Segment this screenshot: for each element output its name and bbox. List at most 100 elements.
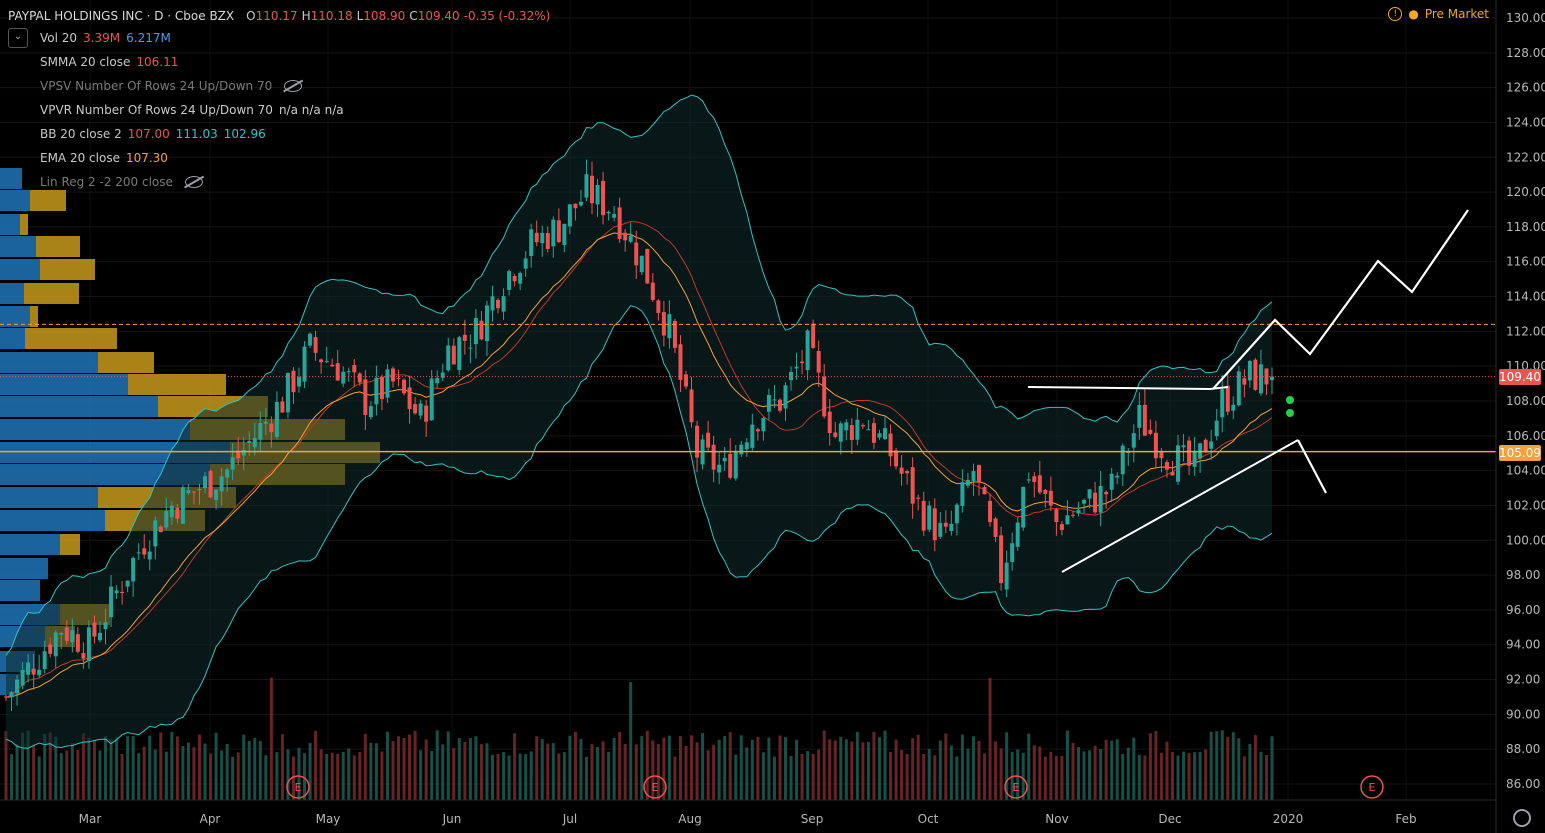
volume-bar [209,753,213,800]
volume-bar [712,744,716,800]
premarket-indicator[interactable]: ! ● Pre Market [1388,7,1489,21]
candle-body [1253,359,1258,390]
volume-bar [739,735,743,800]
volume-bar [10,754,14,800]
volume-bar [402,737,406,800]
candle-body [385,369,390,398]
vpvr-up-bar [0,580,40,601]
volume-bar [1215,731,1219,800]
signal-dot [1286,396,1294,404]
volume-bar [761,752,765,800]
candle-body [285,372,290,413]
hidden-eye-icon[interactable] [284,80,303,92]
volume-bar [795,739,799,800]
price-axis-label: 104.00 [1506,464,1545,478]
volume-bar [855,732,859,800]
candle-body [263,421,268,424]
candle-body [75,634,80,652]
volume-bar [203,743,207,800]
price-axis-label: 90.00 [1506,707,1540,721]
volume-bar [938,740,942,800]
indicator-row[interactable]: VPSV Number Of Rows 24 Up/Down 70 [8,74,554,98]
volume-bar [1270,736,1274,800]
candle-body [1021,486,1026,528]
volume-bar [369,742,373,800]
dot-icon: ● [1408,7,1419,21]
time-axis-label: Aug [678,812,701,826]
candle-body [805,330,810,371]
candle-body [1203,439,1208,453]
indicator-row[interactable]: Lin Reg 2 -2 200 close [8,170,554,194]
vpvr-down-bar [24,283,79,304]
candle-body [136,552,141,554]
indicator-row[interactable]: BB 20 close 2 107.00 111.03 102.96 [8,122,554,146]
candle-body [357,373,362,383]
volume-bar [817,749,821,800]
volume-bar [435,730,439,800]
level-price-tag: 105.09 [1499,445,1541,461]
volume-bar [1143,755,1147,800]
volume-bar [828,739,832,800]
candle-body [1093,492,1098,513]
candle-body [888,433,893,457]
indicator-name: BB 20 close 2 [40,127,122,141]
candle-body [899,467,904,474]
candle-body [816,350,821,373]
volume-bar [800,753,804,800]
indicator-value: 102.96 [223,127,266,141]
volume-bar [264,755,268,800]
volume-bar [1137,754,1141,800]
candle-body [794,366,799,369]
indicator-row[interactable]: ⌄ Vol 20 3.39M 6.217M [8,26,554,50]
candle-body [15,679,20,694]
candle-body [755,429,760,432]
candle-body [1153,432,1158,459]
candle-body [988,500,993,523]
candle-body [446,345,451,371]
gear-icon[interactable] [1513,809,1531,827]
volume-bar [568,735,572,800]
indicator-name: Lin Reg 2 -2 200 close [40,175,173,189]
volume-bar [678,736,682,800]
candle-body [667,314,672,339]
candle-body [733,450,738,479]
volume-bar [1060,756,1064,800]
volume-bar [186,742,190,800]
candle-body [971,471,976,482]
candlesticks [4,159,1274,712]
candle-body [512,276,517,282]
candle-body [578,201,583,206]
collapse-icon[interactable]: ⌄ [8,28,28,48]
indicator-row[interactable]: SMMA 20 close 106.11 [8,50,554,74]
volume-bar [1104,739,1108,800]
candle-body [37,669,42,676]
indicator-name: SMMA 20 close [40,55,131,69]
volume-bar [197,734,201,800]
candle-body [706,432,711,448]
ohlc-l: L108.90 [356,9,406,23]
candle-body [164,510,169,528]
price-axis-label: 130.00 [1506,11,1545,25]
volume-bar [529,751,533,800]
candle-body [999,535,1004,584]
volume-bar [894,739,898,800]
volume-bar [673,756,677,800]
vpvr-down-bar [30,306,38,327]
candle-body [905,471,910,474]
candle-body [761,418,766,432]
volume-bar [1110,740,1114,800]
candle-body [1137,404,1142,428]
price-axis-label: 108.00 [1506,394,1545,408]
indicator-row[interactable]: VPVR Number Of Rows 24 Up/Down 70 n/a n/a… [8,98,554,122]
candle-body [186,490,191,494]
trendline-bottom [1061,439,1299,573]
candle-body [573,203,578,209]
candle-body [197,489,202,491]
hidden-eye-icon[interactable] [184,176,203,188]
volume-bar [872,731,876,800]
price-axis-label: 106.00 [1506,429,1545,443]
volume-bar [1226,736,1230,800]
volume-bar [159,732,163,800]
indicator-row[interactable]: EMA 20 close 107.30 [8,146,554,170]
